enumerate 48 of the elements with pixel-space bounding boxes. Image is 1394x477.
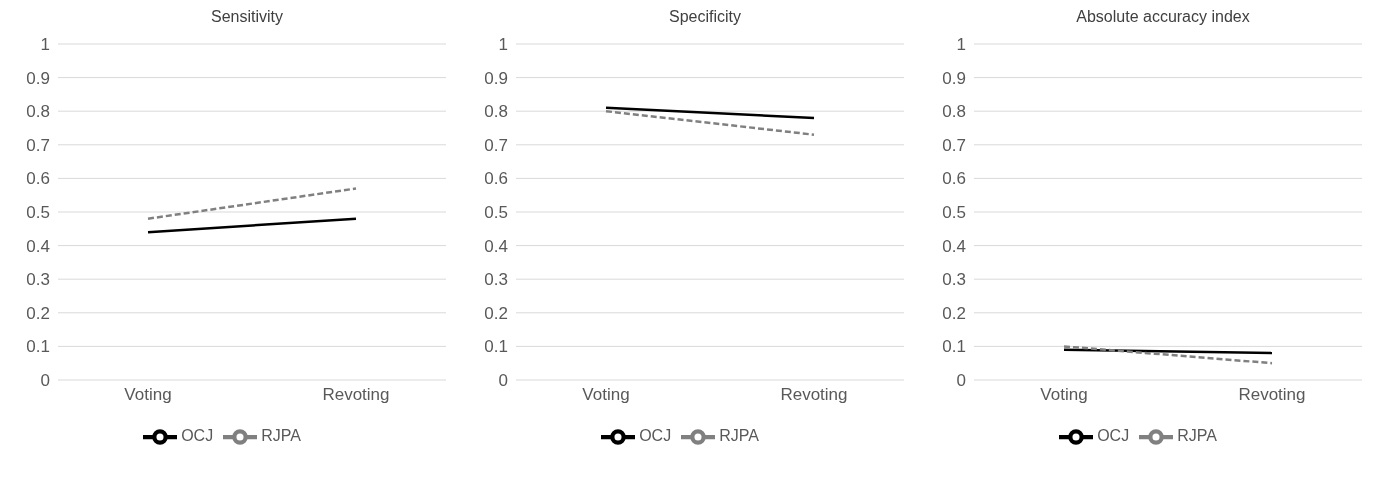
chart-title: Specificity [668, 8, 742, 27]
y-tick-label: 0.4 [484, 236, 508, 256]
y-tick-label: 0.1 [26, 337, 50, 357]
y-tick-label: 0.5 [26, 203, 50, 223]
chart-title: Sensitivity [210, 8, 284, 27]
y-tick-label: 1 [498, 35, 508, 55]
legend-label: RJPA [719, 427, 759, 445]
y-tick-label: 0.9 [484, 68, 508, 88]
y-tick-label: 0.6 [484, 169, 508, 189]
y-tick-label: 0 [498, 371, 508, 391]
y-tick-label: 0.8 [26, 102, 50, 122]
x-tick-label: Revoting [780, 385, 848, 405]
legend-label: RJPA [1177, 427, 1217, 445]
y-tick-label: 0.9 [26, 68, 50, 88]
y-tick-label: 1 [40, 35, 50, 55]
legend-label: OCJ [181, 427, 214, 445]
y-tick-label: 0.3 [484, 270, 508, 290]
x-tick-label: Voting [582, 385, 630, 405]
y-tick-label: 0 [40, 371, 50, 391]
y-tick-label: 0.9 [942, 68, 966, 88]
y-tick-label: 0.2 [26, 303, 50, 323]
x-tick-label: Voting [124, 385, 172, 405]
y-tick-label: 0.8 [484, 102, 508, 122]
y-tick-label: 0.7 [942, 135, 966, 155]
y-tick-label: 0.6 [942, 169, 966, 189]
y-tick-label: 0.2 [942, 303, 966, 323]
legend-label: OCJ [1097, 427, 1130, 445]
y-tick-label: 0.1 [484, 337, 508, 357]
y-tick-label: 0.2 [484, 303, 508, 323]
y-tick-label: 0 [956, 371, 966, 391]
y-tick-label: 0.4 [942, 236, 966, 256]
y-tick-label: 0.6 [26, 169, 50, 189]
y-tick-label: 0.4 [26, 236, 50, 256]
x-tick-label: Revoting [1238, 385, 1306, 405]
y-tick-label: 0.7 [26, 135, 50, 155]
y-tick-label: 1 [956, 35, 966, 55]
chart-title: Absolute accuracy index [1075, 8, 1251, 27]
y-tick-label: 0.8 [942, 102, 966, 122]
legend-label: OCJ [639, 427, 672, 445]
y-tick-label: 0.7 [484, 135, 508, 155]
y-tick-label: 0.3 [942, 270, 966, 290]
y-tick-label: 0.5 [942, 203, 966, 223]
legend-label: RJPA [261, 427, 301, 445]
y-tick-label: 0.3 [26, 270, 50, 290]
x-tick-label: Voting [1040, 385, 1088, 405]
y-tick-label: 0.1 [942, 337, 966, 357]
x-tick-label: Revoting [322, 385, 390, 405]
y-tick-label: 0.5 [484, 203, 508, 223]
